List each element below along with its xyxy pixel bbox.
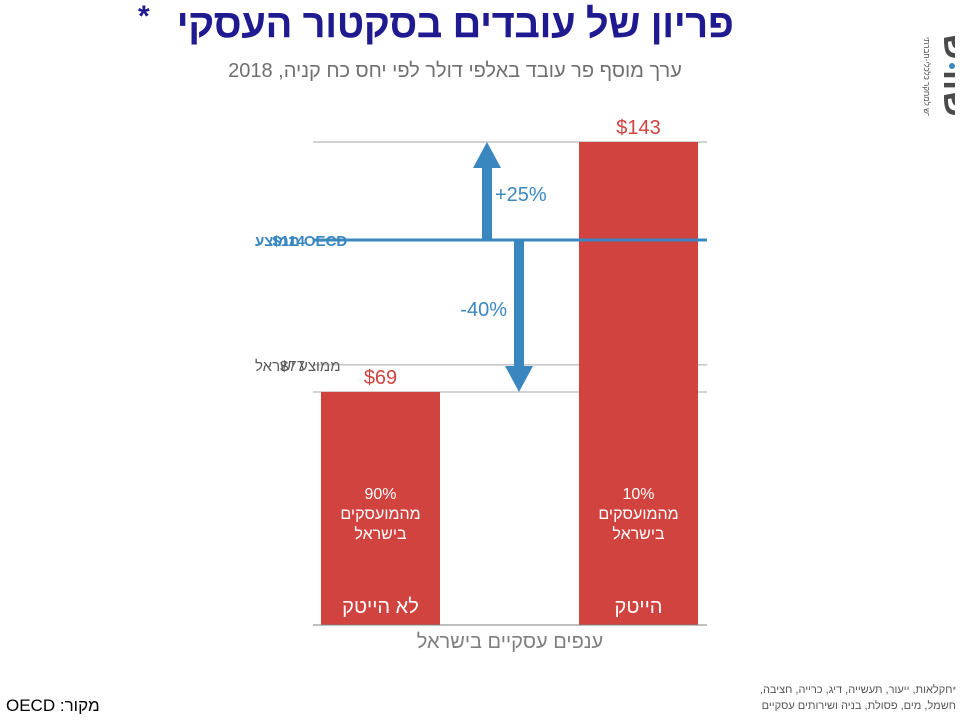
shoresh-logo: שורש מוסד שורש למחקר כלכלי-חברתי [922,33,955,116]
bar-inner-label: מהמועסקים [340,506,420,523]
oecd-name-label: OECD ממוצע [255,233,347,250]
logo-wordmark: שורש [936,33,955,116]
down-arrow-label: -40% [460,299,507,321]
up-arrow-label: +25% [495,184,547,206]
footnote-marker: * [952,685,956,695]
bar-inner-label: 10% [622,486,654,503]
up-arrow-head [473,142,501,168]
footnote-line-1: חקלאות, ייעור, תעשייה, דיג, כרייה, חציבה… [759,684,953,696]
page-title: פריון של עובדים בסקטור העסקי [176,2,734,46]
title-footnote-marker: * [138,0,150,33]
source-label: מקור: [59,696,100,715]
category-label: לא הייטק [342,596,419,618]
bar-inner-label: מהמועסקים [598,506,678,523]
israel-name-label: ממוצע ישראל [255,358,341,375]
category-label: הייטק [615,596,663,618]
bar-hitech [579,142,698,625]
logo-caption: מוסד שורש למחקר כלכלי-חברתי [922,37,931,116]
source-note: מקור: OECD [6,696,100,716]
logo-dot [949,63,955,69]
oecd-value-label: $114 [272,233,305,250]
bar-non-hitech [321,391,440,625]
bar-value-label: $69 [364,367,397,389]
bar-value-label: $143 [616,117,661,139]
bar-inner-label: 90% [364,486,396,503]
bar-inner-label: בישראל [612,525,665,543]
x-axis-label: ענפים עסקיים בישראל [417,631,603,653]
down-arrow-shaft [514,239,524,368]
page-subtitle: ערך מוסף פר עובד באלפי דולר לפי יחס כח ק… [228,60,682,82]
source-value: OECD [6,696,56,715]
israel-value-label: $77 [280,358,305,375]
footnote: *חקלאות, ייעור, תעשייה, דיג, כרייה, חציב… [700,682,956,714]
bar-inner-label: בישראל [354,525,407,543]
down-arrow-head [505,365,533,392]
footnote-line-2: חשמל, מים, פסולת, בניה ושירותים עסקיים [761,700,956,712]
up-arrow-shaft [482,166,492,240]
